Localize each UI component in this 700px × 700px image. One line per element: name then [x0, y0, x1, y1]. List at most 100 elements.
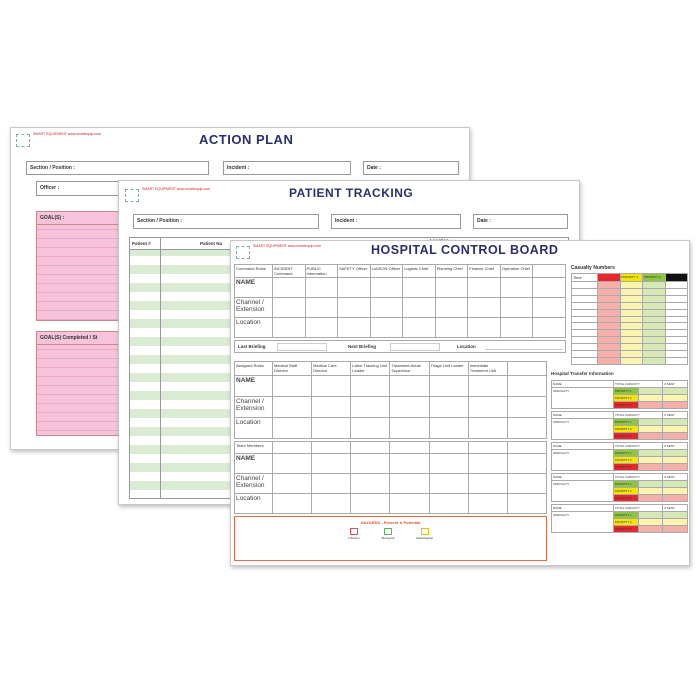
count-cell[interactable] — [642, 301, 666, 310]
count-cell[interactable] — [642, 315, 666, 324]
cell-input[interactable] — [467, 473, 508, 494]
count-cell[interactable] — [642, 294, 666, 303]
cell-input[interactable] — [428, 417, 469, 439]
count-cell[interactable] — [642, 350, 666, 358]
cell-input[interactable] — [304, 277, 339, 298]
sent-cell[interactable] — [662, 487, 688, 495]
sent-cell[interactable] — [662, 494, 688, 502]
sent-cell[interactable] — [662, 401, 688, 409]
cell-input[interactable] — [506, 453, 548, 474]
officer-field[interactable]: Officer : — [36, 181, 121, 196]
cell-input[interactable] — [428, 473, 469, 494]
time-cell[interactable] — [571, 336, 598, 345]
date-field[interactable]: Date : — [473, 214, 568, 229]
next-briefing-field[interactable] — [390, 343, 440, 351]
cell-input[interactable] — [428, 493, 469, 514]
cell-input[interactable] — [337, 297, 371, 318]
capacity-cell[interactable] — [637, 425, 664, 433]
time-cell[interactable] — [571, 287, 598, 296]
cell-input[interactable] — [434, 277, 469, 298]
count-cell[interactable] — [597, 336, 621, 345]
cell-input[interactable] — [350, 396, 391, 418]
capacity-cell[interactable] — [637, 487, 664, 495]
capacity-cell[interactable] — [637, 511, 664, 519]
count-cell[interactable] — [597, 322, 621, 331]
capacity-cell[interactable] — [637, 401, 664, 409]
cell-input[interactable] — [467, 317, 501, 338]
cell-input[interactable] — [389, 453, 430, 474]
time-cell[interactable] — [571, 356, 598, 366]
capacity-cell[interactable] — [637, 463, 664, 471]
time-cell[interactable] — [571, 343, 598, 352]
cell-input[interactable] — [271, 375, 313, 397]
count-cell[interactable] — [597, 308, 621, 317]
cell-input[interactable] — [337, 277, 371, 298]
cell-input[interactable] — [428, 375, 469, 397]
cell-input[interactable] — [389, 493, 430, 514]
cell-input[interactable] — [402, 297, 436, 318]
sent-cell[interactable] — [662, 463, 688, 471]
cell-input[interactable] — [389, 417, 430, 439]
sent-cell[interactable] — [662, 418, 688, 426]
count-cell[interactable] — [664, 287, 688, 296]
count-cell[interactable] — [642, 343, 666, 352]
cell-input[interactable] — [467, 453, 508, 474]
count-cell[interactable] — [642, 308, 666, 317]
cell-input[interactable] — [499, 317, 534, 338]
count-cell[interactable] — [597, 301, 621, 310]
count-cell[interactable] — [619, 315, 643, 324]
count-cell[interactable] — [619, 308, 643, 317]
time-cell[interactable] — [571, 350, 598, 358]
cell-input[interactable] — [272, 317, 306, 338]
sent-cell[interactable] — [662, 394, 688, 402]
cell-input[interactable] — [506, 396, 548, 418]
sent-cell[interactable] — [662, 525, 688, 533]
cell-input[interactable] — [389, 396, 430, 418]
count-cell[interactable] — [619, 287, 643, 296]
cell-input[interactable] — [350, 375, 391, 397]
count-cell[interactable] — [619, 281, 643, 289]
count-cell[interactable] — [597, 350, 621, 358]
count-cell[interactable] — [619, 329, 643, 338]
cell-input[interactable] — [272, 277, 306, 298]
cell-input[interactable] — [467, 493, 508, 514]
count-cell[interactable] — [642, 281, 666, 289]
count-cell[interactable] — [619, 343, 643, 352]
cell-input[interactable] — [311, 375, 352, 397]
cell-input[interactable] — [337, 317, 371, 338]
cell-input[interactable] — [506, 493, 548, 514]
count-cell[interactable] — [664, 329, 688, 338]
count-cell[interactable] — [664, 350, 688, 358]
cell-input[interactable] — [506, 473, 548, 494]
count-cell[interactable] — [664, 308, 688, 317]
capacity-cell[interactable] — [637, 480, 664, 488]
count-cell[interactable] — [597, 287, 621, 296]
capacity-cell[interactable] — [637, 394, 664, 402]
cell-input[interactable] — [389, 375, 430, 397]
cell-input[interactable] — [402, 317, 436, 338]
cell-input[interactable] — [532, 277, 566, 298]
cell-input[interactable] — [369, 297, 404, 318]
cell-input[interactable] — [467, 297, 501, 318]
capacity-cell[interactable] — [637, 418, 664, 426]
cell-input[interactable] — [434, 297, 469, 318]
count-cell[interactable] — [597, 281, 621, 289]
count-cell[interactable] — [619, 322, 643, 331]
count-cell[interactable] — [642, 322, 666, 331]
cell-input[interactable] — [369, 317, 404, 338]
goals-box[interactable]: GOAL(S) : — [36, 211, 121, 321]
sent-cell[interactable] — [662, 480, 688, 488]
cell-input[interactable] — [350, 453, 391, 474]
cell-input[interactable] — [311, 417, 352, 439]
cell-input[interactable] — [311, 493, 352, 514]
section-position-field[interactable]: Section / Position : — [26, 161, 209, 175]
count-cell[interactable] — [619, 294, 643, 303]
count-cell[interactable] — [642, 336, 666, 345]
capacity-cell[interactable] — [637, 387, 664, 395]
sent-cell[interactable] — [662, 387, 688, 395]
cell-input[interactable] — [506, 375, 548, 397]
time-cell[interactable] — [571, 281, 598, 289]
sent-cell[interactable] — [662, 432, 688, 440]
capacity-cell[interactable] — [637, 518, 664, 526]
count-cell[interactable] — [664, 336, 688, 345]
